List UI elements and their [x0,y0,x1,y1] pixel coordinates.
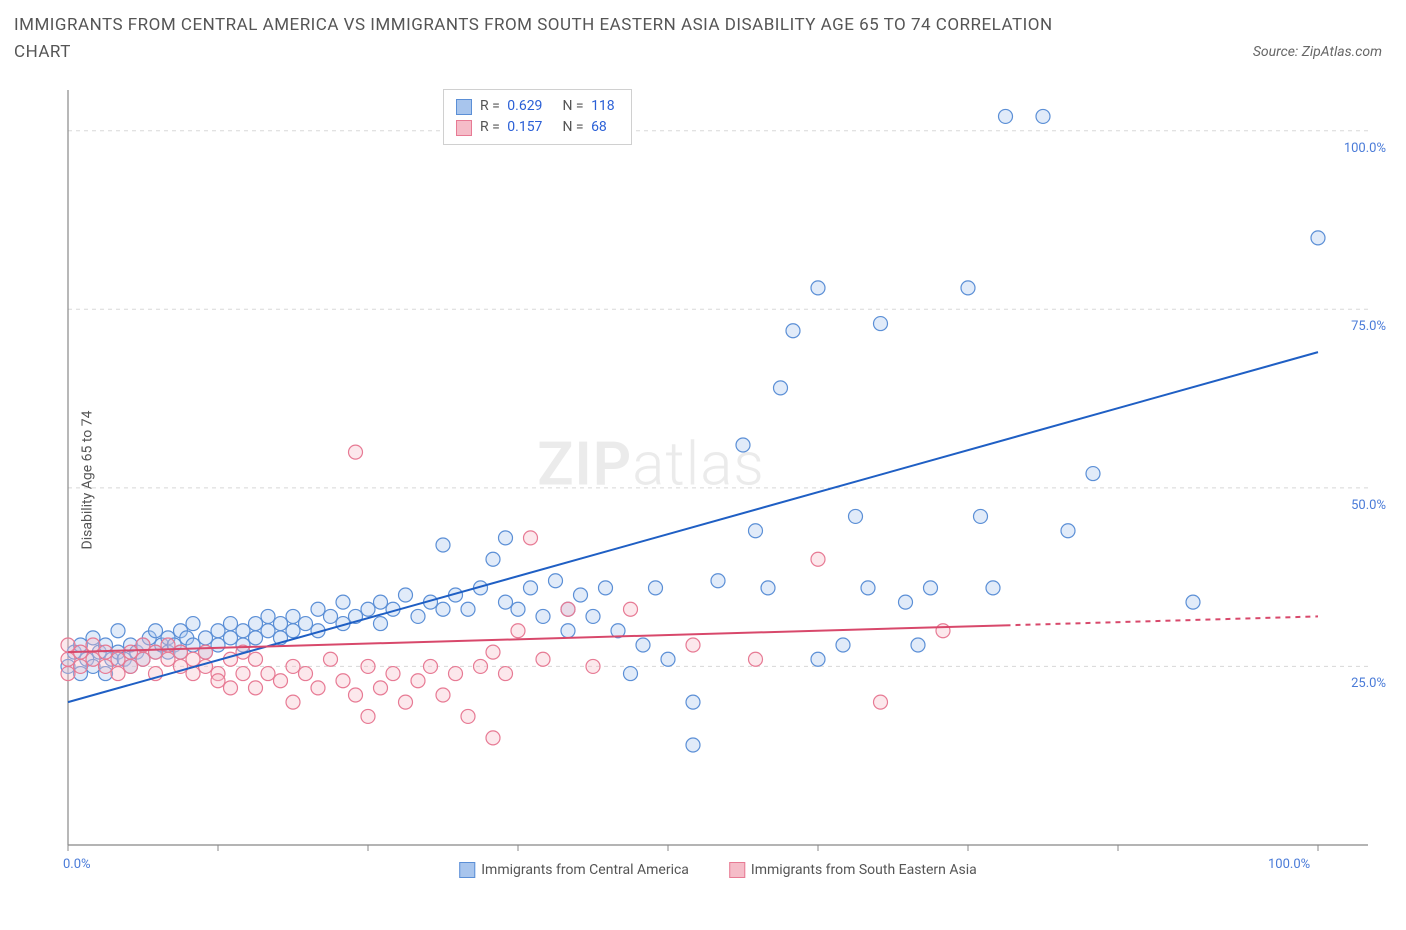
legend-r-label: R = 0.157 [480,117,546,138]
legend-n-value: 118 [591,98,615,114]
x-tick-label: 0.0% [63,857,91,872]
legend-n-label: N = 118 [562,96,618,117]
legend-row: R = 0.629 N = 118 [456,96,619,117]
y-tick-label: 75.0% [1351,319,1386,334]
legend-r-value: 0.629 [507,98,542,114]
legend-n-value: 68 [591,119,607,135]
legend-swatch [459,862,475,878]
plot-area: Disability Age 65 to 74 ZIPatlas R = 0.6… [48,85,1388,875]
chart-svg [48,85,1388,875]
source-label: Source: ZipAtlas.com [1253,44,1382,60]
legend-box: R = 0.629 N = 118 R = 0.157 N = 68 [443,89,632,145]
chart-title: IMMIGRANTS FROM CENTRAL AMERICA VS IMMIG… [14,12,1114,66]
legend-r-label: R = 0.629 [480,96,546,117]
y-tick-label: 25.0% [1351,676,1386,691]
bottom-legend-label: Immigrants from South Eastern Asia [751,862,977,878]
legend-swatch [456,120,472,136]
y-tick-label: 50.0% [1351,498,1386,513]
legend-n-label: N = 68 [562,117,610,138]
bottom-legend-item: Immigrants from South Eastern Asia [729,862,977,878]
legend-swatch [729,862,745,878]
bottom-legend: Immigrants from Central America Immigrant… [459,862,977,878]
bottom-legend-label: Immigrants from Central America [481,862,689,878]
legend-swatch [456,99,472,115]
x-tick-label: 100.0% [1268,857,1310,872]
y-tick-label: 100.0% [1344,141,1386,156]
bottom-legend-item: Immigrants from Central America [459,862,689,878]
legend-r-value: 0.157 [507,119,542,135]
legend-row: R = 0.157 N = 68 [456,117,619,138]
